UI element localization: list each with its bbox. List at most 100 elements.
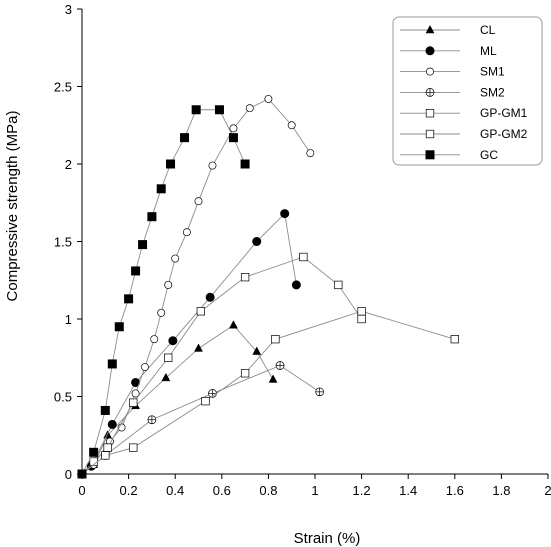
- data-point-gc: [240, 159, 250, 169]
- data-point-cl: [252, 346, 262, 355]
- legend-label-sm1: SM1: [480, 65, 505, 79]
- data-point-gc: [138, 240, 148, 250]
- data-point-sm2: [275, 361, 285, 370]
- data-point-sm1: [208, 161, 217, 170]
- data-point-gp-gm1: [129, 398, 138, 407]
- x-tick-label: 0: [78, 483, 85, 498]
- legend: CL ML SM1 SM2 GP-GM1 GP-GM2 GC: [392, 16, 543, 166]
- series-layer: [77, 94, 459, 479]
- data-point-gp-gm1: [164, 353, 173, 362]
- data-point-sm1: [140, 363, 149, 371]
- data-point-gc: [156, 184, 166, 194]
- data-point-gp-gm2: [129, 443, 138, 452]
- data-point-gp-gm1: [334, 280, 343, 290]
- data-point-cl: [161, 372, 171, 382]
- data-point-ml: [280, 209, 290, 219]
- data-point-sm1: [164, 280, 173, 289]
- legend-marker-gp-gm2: [425, 129, 435, 139]
- legend-label-gc: GC: [480, 148, 498, 162]
- ticks: 0 0.2 0.4 0.6 0.8 1 1.2 1.4 1.6 1.8 2 0 0.5 1 1.5 2 2.5 3: [54, 2, 551, 498]
- legend-label-sm2: SM2: [480, 85, 505, 99]
- y-tick-label: 1.5: [54, 235, 72, 250]
- data-point-sm1: [194, 197, 203, 206]
- legend-box: [392, 16, 543, 166]
- data-point-gc: [180, 133, 190, 143]
- series-ml: [77, 209, 301, 479]
- data-point-gp-gm1: [357, 314, 366, 324]
- x-tick-label: 0.6: [213, 483, 231, 498]
- y-tick-label: 2: [65, 157, 72, 172]
- data-point-sm1: [229, 124, 238, 133]
- series-line-gc: [81, 109, 246, 475]
- data-point-sm1: [306, 149, 315, 158]
- data-point-sm1: [287, 121, 296, 130]
- x-axis-title: Strain (%): [294, 530, 361, 547]
- data-point-sm2: [147, 415, 157, 425]
- data-point-ml: [205, 292, 215, 302]
- y-tick-label: 2.5: [54, 80, 72, 95]
- data-point-gp-gm1: [103, 443, 112, 452]
- y-axis-title: Compressive strength (MPa): [4, 111, 21, 302]
- series-line-ml: [81, 212, 297, 475]
- data-point-gc: [107, 359, 117, 369]
- x-tick-label: 1.6: [446, 483, 464, 498]
- series-sm1: [78, 94, 315, 478]
- x-tick-label: 1.4: [399, 483, 417, 498]
- legend-marker-gc: [425, 150, 435, 160]
- y-tick-label: 1: [65, 312, 72, 327]
- data-point-sm1: [157, 308, 166, 317]
- data-point-sm1: [245, 104, 254, 113]
- legend-marker-ml: [425, 46, 435, 56]
- data-point-ml: [107, 419, 117, 429]
- data-point-gc: [147, 212, 157, 222]
- data-point-gc: [100, 405, 110, 415]
- data-point-gp-gm2: [240, 369, 250, 378]
- data-point-gp-gm1: [240, 273, 250, 282]
- x-tick-label: 1.8: [492, 483, 510, 498]
- data-point-gc: [191, 105, 201, 115]
- data-point-gc: [131, 266, 141, 276]
- legend-marker-gp-gm1: [425, 109, 435, 118]
- data-point-gc: [166, 159, 176, 169]
- legend-marker-cl: [425, 24, 435, 34]
- data-point-sm1: [264, 94, 273, 103]
- legend-label-gp-gm2: GP-GM2: [480, 127, 528, 141]
- series-line-gp-gm2: [81, 310, 455, 475]
- data-point-gp-gm2: [357, 307, 366, 316]
- x-tick-label: 0.2: [120, 483, 138, 498]
- y-tick-label: 3: [65, 2, 72, 17]
- data-point-gc: [214, 105, 224, 115]
- series-line-sm2: [81, 364, 320, 475]
- data-point-gc: [114, 322, 124, 332]
- data-point-cl: [268, 374, 278, 383]
- data-point-gc: [124, 294, 134, 304]
- data-point-ml: [168, 336, 178, 346]
- x-tick-label: 1: [311, 483, 318, 498]
- legend-label-gp-gm1: GP-GM1: [480, 106, 528, 120]
- data-point-sm1: [171, 254, 180, 263]
- x-tick-label: 0.4: [166, 483, 184, 498]
- legend-marker-sm2: [425, 88, 435, 97]
- x-tick-label: 1.2: [353, 483, 371, 498]
- series-gp-gm1: [77, 252, 366, 479]
- series-line-gp-gm1: [81, 256, 362, 475]
- data-point-ml: [252, 237, 262, 246]
- series-gc: [77, 105, 250, 479]
- x-tick-label: 0.8: [259, 483, 277, 498]
- x-tick-label: 2: [544, 483, 551, 498]
- data-point-gp-gm2: [201, 397, 210, 406]
- data-point-cl: [194, 343, 203, 352]
- data-point-sm1: [182, 228, 191, 237]
- data-point-gp-gm1: [299, 252, 308, 262]
- y-tick-label: 0: [65, 467, 72, 482]
- data-point-gp-gm2: [101, 451, 110, 460]
- data-point-ml: [291, 280, 301, 290]
- data-point-gp-gm2: [271, 335, 280, 344]
- legend-label-ml: ML: [480, 44, 497, 58]
- data-point-gp-gm2: [450, 335, 459, 344]
- data-point-gc: [228, 133, 238, 143]
- legend-marker-sm1: [426, 67, 434, 76]
- data-point-sm2: [315, 387, 325, 397]
- data-point-gc: [77, 469, 87, 479]
